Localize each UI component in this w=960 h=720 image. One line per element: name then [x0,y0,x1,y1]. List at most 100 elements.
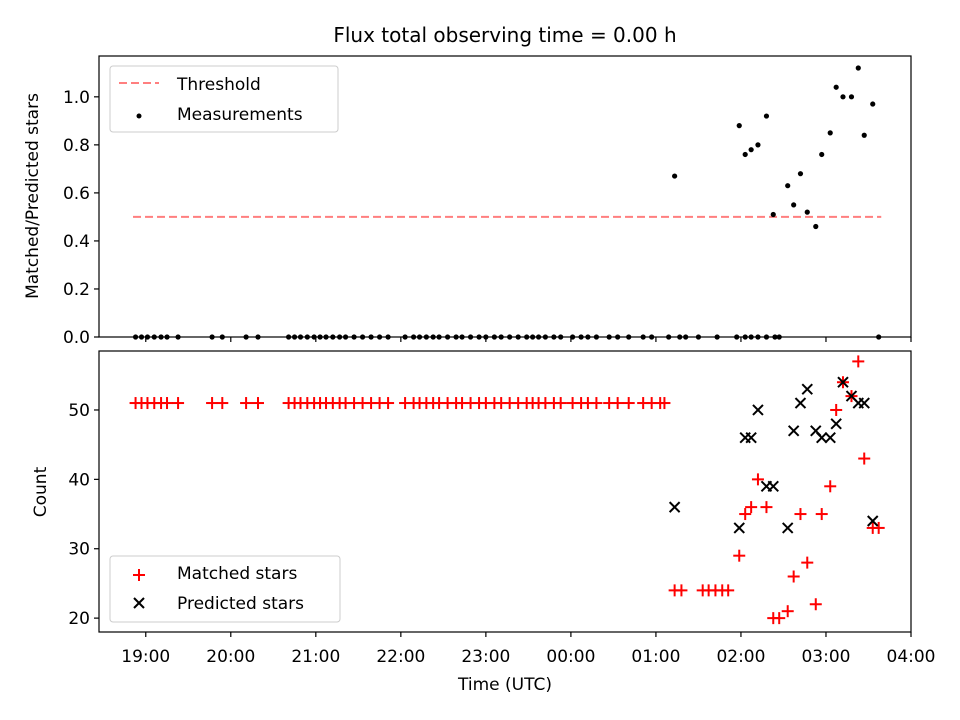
matched-stars-point [733,549,746,562]
measurement-point [855,65,861,71]
predicted-stars-point [668,501,681,513]
predicted-legend-swatch [133,597,145,609]
measurement-point [763,113,770,119]
chart-title: Flux total observing time = 0.00 h [333,23,676,47]
matched-stars-point [722,584,735,597]
measurements-legend-label: Measurements [177,105,303,125]
predicted-stars-point [782,522,794,534]
measurement-point [827,130,833,136]
matched-stars-point [172,397,185,410]
predicted-stars-point [837,376,849,388]
matched-stars-point [815,508,828,521]
predicted-stars-point [733,522,745,534]
measurement-point [797,171,804,177]
matched-stars-point [751,473,764,486]
measurement-point [861,132,867,138]
top-axes-frame [98,55,912,338]
measurement-point [748,147,754,153]
x-tick-label: 21:00 [291,647,340,667]
measurement-point [840,94,846,100]
matched-legend-swatch [133,569,145,581]
bottom-x-axis-label: Time (UTC) [457,675,552,695]
matched-stars-point [745,501,758,514]
x-tick-label: 20:00 [206,647,255,667]
threshold-legend-label: Threshold [176,75,261,95]
bottom-legend: Matched stars Predicted stars [109,555,341,623]
top-y-tick-label: 0.2 [63,280,90,300]
predicted-stars-point [830,418,842,430]
matched-stars-point [216,397,229,410]
measurement-point [813,223,819,230]
top-y-tick-label: 0.6 [63,184,90,204]
x-tick-label: 19:00 [121,647,170,667]
matched-stars-point [739,508,752,521]
bottom-legend-box [109,555,341,623]
top-y-tick-label: 1.0 [63,88,90,108]
predicted-stars-point [858,397,870,409]
matched-stars-point [622,397,635,410]
measurement-point [736,123,742,129]
x-tick-label: 04:00 [887,647,936,667]
matched-stars-point [852,355,865,368]
predicted-stars-point [745,432,757,444]
top-legend: Threshold Measurements [109,65,339,133]
measurement-point [848,94,855,100]
predicted-stars-point [801,383,813,395]
x-tick-label: 02:00 [716,647,765,667]
measurement-point [833,84,839,90]
predicted-stars-point [824,432,836,444]
predicted-stars-point [816,432,828,444]
bottom-y-axis-label: Count [31,466,51,517]
measurement-point [755,142,761,148]
predicted-stars-point [787,425,800,437]
matched-stars-point [611,397,624,410]
measurements-legend-swatch [136,113,142,119]
predicted-stars-point [867,515,879,527]
matched-stars-point [781,605,794,618]
matched-stars-point [809,598,822,611]
predicted-legend-label: Predicted stars [177,594,304,614]
top-panel: Flux total observing time = 0.00 h Match… [23,23,912,348]
bottom-panel: Count Time (UTC) 20 30 40 50 19:00 20:00 21:00… [31,350,936,695]
measurement-point [672,173,678,179]
matched-stars-point [240,397,253,410]
x-tick-label: 00:00 [546,647,595,667]
matched-stars-point [830,403,843,416]
measurement-point [819,151,825,158]
matched-stars-point [161,397,174,410]
x-tick-label: 01:00 [631,647,680,667]
x-tick-label: 23:00 [461,647,510,667]
predicted-stars-point [794,397,807,409]
matched-stars-point [824,480,837,493]
matched-stars-point [590,397,603,410]
top-y-tick-label: 0.0 [63,328,90,348]
measurement-point [770,211,776,218]
top-y-axis-label: Matched/Predicted stars [23,93,43,299]
bottom-y-tick-label: 40 [68,470,90,490]
predicted-stars-point [752,404,764,416]
measurement-point [870,101,876,107]
bottom-axes-frame [98,350,912,633]
measurement-point [742,151,748,158]
matched-stars-point [794,508,807,521]
matched-stars-point [872,521,885,534]
matched-stars-point [382,397,395,410]
matched-stars-point [675,584,688,597]
bottom-y-tick-label: 50 [68,401,90,421]
matched-stars-point [206,397,219,410]
matched-stars-point [658,397,671,410]
matched-stars-point [858,452,871,465]
top-y-tick-label: 0.8 [63,136,90,156]
top-legend-box [109,65,339,133]
measurement-point [804,209,810,215]
measurement-point [791,202,797,208]
predicted-stars-point [767,480,779,493]
x-tick-label: 03:00 [801,647,850,667]
matched-stars-point [787,570,800,583]
bottom-y-tick-label: 20 [68,609,90,629]
matched-stars-point [554,397,567,410]
matched-stars-point [251,397,264,410]
matched-stars-point [801,556,814,569]
measurement-point [785,183,791,189]
